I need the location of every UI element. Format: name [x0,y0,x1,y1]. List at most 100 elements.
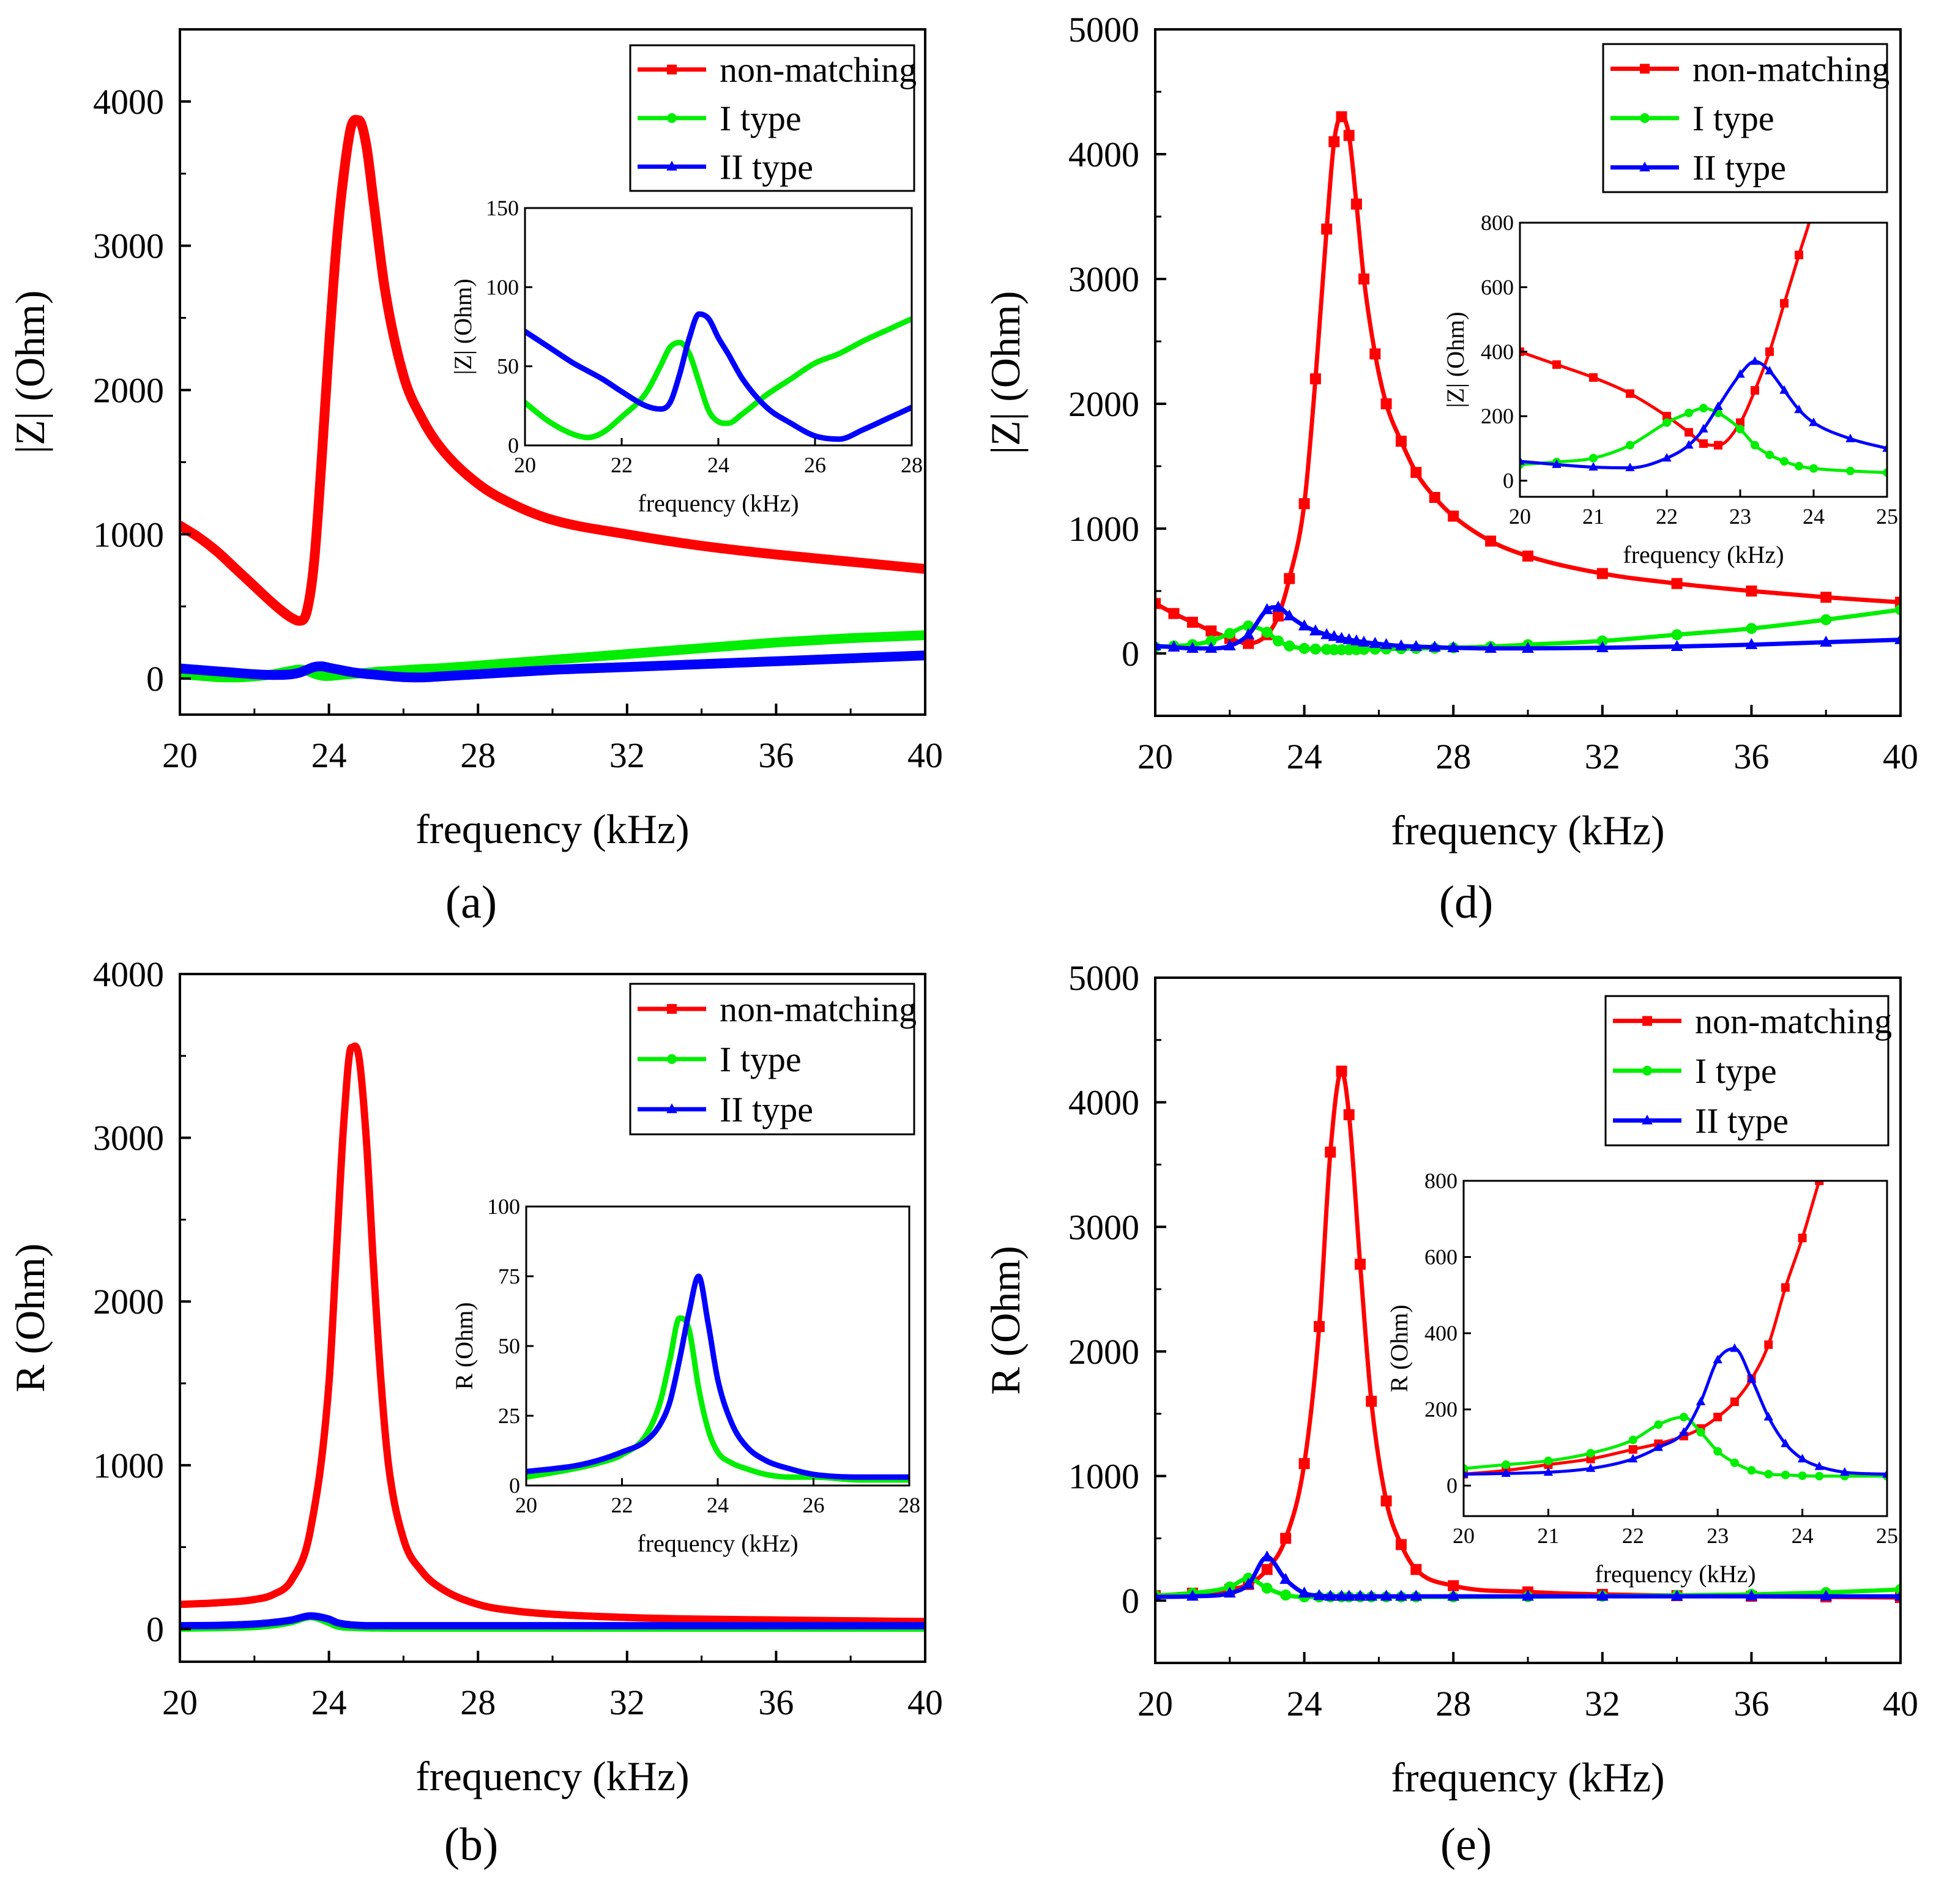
inset-data-point [1750,356,1760,365]
x-tick-label: 24 [311,1683,347,1722]
inset-data-point [1765,366,1774,375]
data-point [1820,635,1833,647]
data-point [1410,1564,1422,1575]
inset-series-line [1520,406,1887,474]
data-point [1820,592,1832,603]
panel-label: (b) [444,1819,499,1870]
x-tick-label: 32 [609,1683,645,1722]
legend-label: I type [1692,99,1774,138]
y-tick-label: 1000 [1068,509,1139,549]
inset-data-point [1662,418,1671,427]
data-point [1223,639,1236,650]
inset-x-axis-title: frequency (kHz) [1595,1560,1755,1588]
inset-x-tick-label: 20 [515,1493,537,1517]
y-tick-label: 1000 [93,1446,164,1486]
legend-marker [666,160,677,171]
inset-data-point [1882,443,1887,452]
inset-data-point [1763,1411,1773,1421]
inset-y-tick-label: 0 [509,1473,520,1498]
panel-label: (e) [1440,1819,1492,1870]
x-tick-label: 40 [1883,737,1918,776]
data-point [1410,467,1422,478]
inset-x-axis-title: frequency (kHz) [1623,541,1784,568]
legend-marker [667,113,677,123]
inset-data-point [1798,1233,1807,1243]
inset-data-point [1544,1456,1553,1465]
data-point [1342,633,1355,644]
x-tick-label: 40 [1883,1684,1918,1724]
data-point [1596,635,1608,647]
inset-x-tick-label: 24 [707,453,729,477]
inset-data-point [1464,1464,1468,1473]
x-tick-label: 24 [311,735,347,775]
panel-label: (d) [1439,877,1494,928]
data-point [1894,1590,1901,1601]
data-point [1365,1590,1378,1601]
data-point [1186,642,1199,653]
legend-marker [666,1103,677,1114]
inset-y-tick-label: 150 [486,196,519,220]
legend-label: I type [1695,1051,1777,1091]
inset-data-point [1798,1471,1807,1480]
data-point [1369,348,1381,360]
data-point [1309,643,1321,655]
inset-data-point [1713,1413,1722,1422]
y-tick-label: 1000 [93,515,164,554]
data-point [1670,639,1683,651]
y-axis-title: |Z| (Ohm) [7,290,53,453]
data-point [1358,635,1370,647]
y-tick-label: 5000 [1068,10,1139,50]
data-point [1522,550,1533,562]
data-point [1350,634,1363,645]
inset-y-tick-label: 100 [487,1194,520,1219]
data-point [1395,639,1407,650]
inset-y-axis-title: R (Ohm) [450,1302,478,1389]
inset-data-point [1552,360,1561,369]
legend-marker [1639,162,1650,172]
x-tick-label: 36 [758,1683,794,1722]
inset-data-point [1730,1397,1739,1407]
inset-data-point [1685,408,1693,417]
inset-x-tick-label: 20 [514,453,536,477]
series-line-non-matching [180,1042,925,1626]
data-point [1298,1458,1310,1470]
inset-data-point [1780,457,1789,466]
x-tick-label: 28 [460,735,496,775]
data-point [1167,641,1180,652]
y-tick-label: 3000 [1068,259,1139,299]
inset-data-point [1628,1454,1638,1463]
data-point [1335,631,1348,643]
data-point [1223,1586,1236,1598]
plot-area [1155,1065,1901,1604]
data-point [1369,636,1382,648]
legend-marker [1642,1016,1652,1026]
inset-x-tick-label: 21 [1582,504,1604,529]
inset-y-axis-title: |Z| (Ohm) [449,278,477,374]
inset-data-point [1882,1469,1887,1478]
x-tick-label: 32 [1585,737,1620,776]
y-axis-title: R (Ohm) [982,1246,1029,1395]
inset-data-point [1781,1283,1790,1292]
x-tick-label: 36 [1733,737,1769,776]
x-axis-title: frequency (kHz) [415,806,689,852]
inset-x-tick-label: 28 [898,1493,920,1517]
data-point [1328,136,1340,147]
data-point [1343,130,1355,141]
data-point [1358,644,1370,655]
data-point [1205,635,1217,647]
data-point [1485,535,1497,547]
inset-x-tick-label: 25 [1876,1523,1898,1548]
data-point [1410,639,1423,651]
inset-chart: 20 22 24 26 28 0 50 100 150 frequency (kHz) |Z| (O… [449,196,923,517]
data-point [1895,597,1901,608]
inset-data-point [1809,464,1818,473]
inset-data-point [1696,1396,1706,1405]
data-point [1298,642,1310,654]
inset-series-line [1520,360,1887,470]
y-tick-label: 3000 [1068,1207,1139,1247]
data-point [1205,625,1217,637]
data-point [1242,1577,1255,1589]
data-point [1336,111,1347,122]
y-tick-label: 4000 [1068,135,1139,174]
